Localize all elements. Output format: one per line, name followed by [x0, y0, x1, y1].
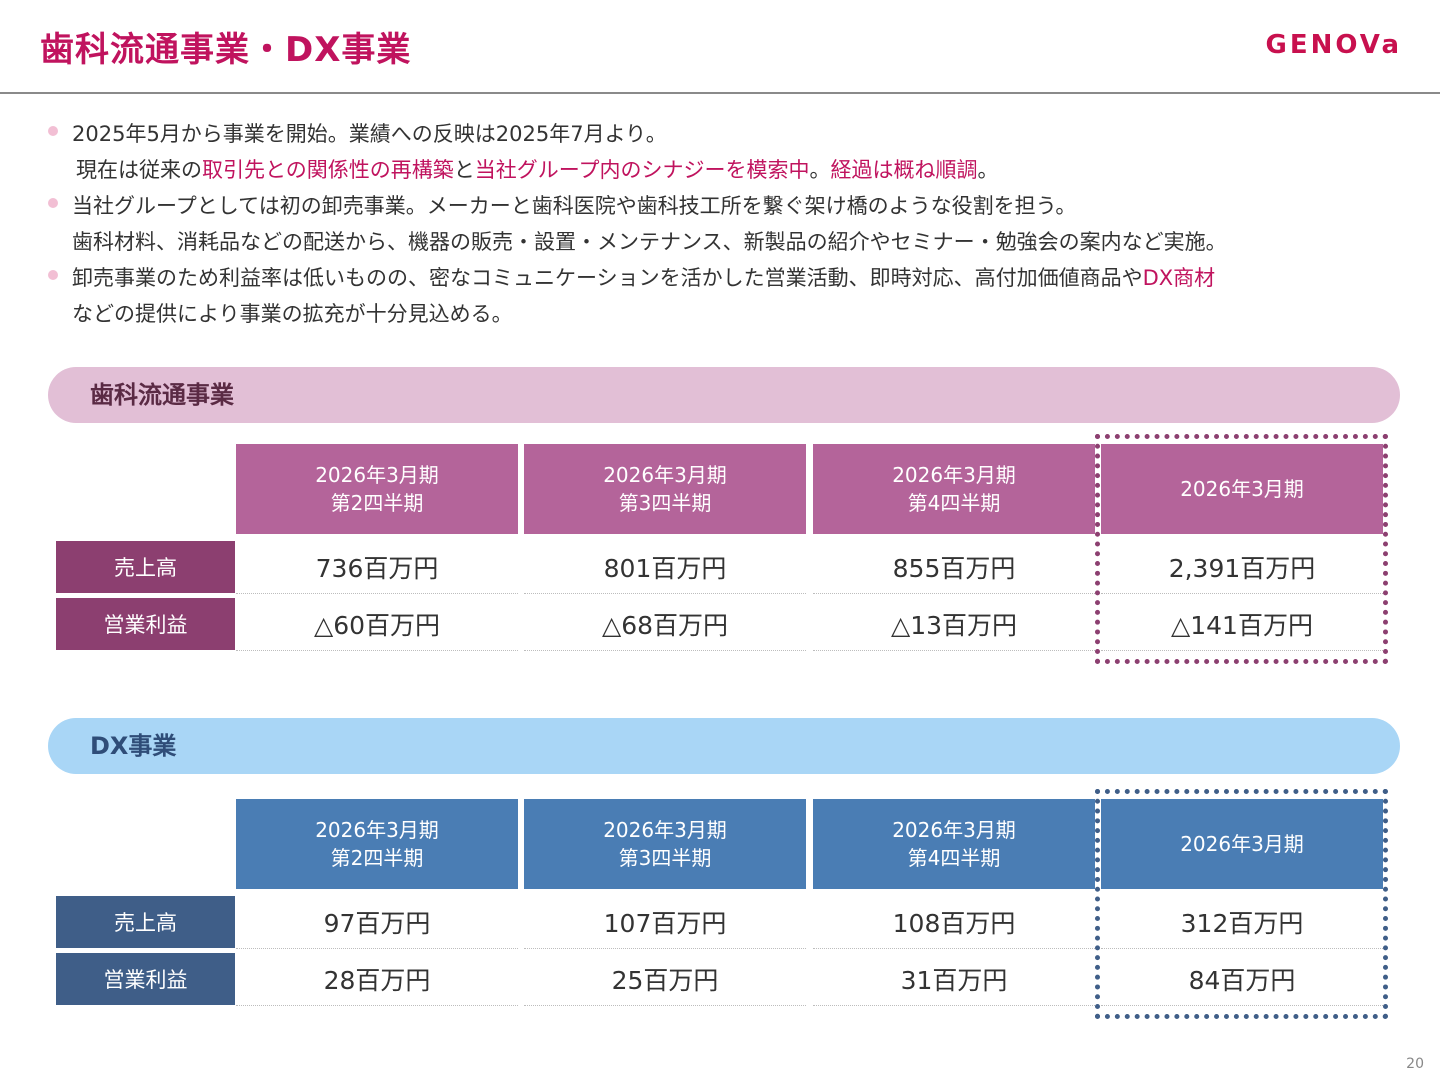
- column-header-line: 第2四半期: [330, 491, 424, 515]
- column-header-q2: 2026年3月期 第2四半期: [236, 444, 518, 534]
- column-header-q4: 2026年3月期 第4四半期: [813, 444, 1095, 534]
- bullet-text: 卸売事業のため利益率は低いものの、密なコミュニケーションを活かした営業活動、即時…: [72, 266, 1143, 290]
- table-cell: 97百万円: [236, 895, 518, 949]
- column-header-line: 第4四半期: [907, 491, 1001, 515]
- bullet-text: 歯科材料、消耗品などの配送から、機器の販売・設置・メンテナンス、新製品の紹介やセ…: [72, 230, 1227, 254]
- highlight-frame: [1095, 434, 1388, 664]
- column-header-q3: 2026年3月期 第3四半期: [524, 799, 806, 889]
- page-number: 20: [1406, 1056, 1424, 1072]
- table-cell: 801百万円: [524, 540, 806, 594]
- column-header-line: 2026年3月期: [1180, 477, 1304, 501]
- column-header-q4: 2026年3月期 第4四半期: [813, 799, 1095, 889]
- bullet-list: 2025年5月から事業を開始。業績への反映は2025年7月より。 現在は従来の取…: [48, 116, 1418, 332]
- column-header-line: 第3四半期: [618, 491, 712, 515]
- page-title: 歯科流通事業・DX事業: [40, 30, 412, 70]
- table-cell: 736百万円: [236, 540, 518, 594]
- table-cell: △60百万円: [236, 597, 518, 651]
- row-label-operating-profit: 営業利益: [56, 598, 235, 650]
- section-header-dental-distribution: 歯科流通事業: [48, 367, 1400, 423]
- row-label-operating-profit: 営業利益: [56, 953, 235, 1005]
- table-cell: 312百万円: [1101, 895, 1383, 949]
- highlight-frame: [1095, 789, 1388, 1019]
- table-cell: 84百万円: [1101, 952, 1383, 1006]
- column-header-line: 2026年3月期: [315, 818, 439, 842]
- column-header-line: 2026年3月期: [892, 463, 1016, 487]
- title-divider: [0, 92, 1440, 94]
- table-cell: △13百万円: [813, 597, 1095, 651]
- column-header-line: 2026年3月期: [603, 463, 727, 487]
- bullet-item-1: 2025年5月から事業を開始。業績への反映は2025年7月より。 現在は従来の取…: [48, 116, 1418, 188]
- bullet-text: 2025年5月から事業を開始。業績への反映は2025年7月より。: [72, 122, 667, 146]
- bullet-item-2: 当社グループとしては初の卸売事業。メーカーと歯科医院や歯科技工所を繋ぐ架け橋のよ…: [48, 188, 1418, 260]
- bullet-line: 当社グループとしては初の卸売事業。メーカーと歯科医院や歯科技工所を繋ぐ架け橋のよ…: [72, 188, 1418, 224]
- table-cell: 108百万円: [813, 895, 1095, 949]
- column-header-q2: 2026年3月期 第2四半期: [236, 799, 518, 889]
- highlighted-text: 取引先との関係性の再構築: [202, 158, 454, 182]
- section-title: 歯科流通事業: [90, 381, 234, 409]
- column-header-line: 第3四半期: [618, 846, 712, 870]
- bullet-line: 歯科材料、消耗品などの配送から、機器の販売・設置・メンテナンス、新製品の紹介やセ…: [72, 224, 1418, 260]
- bullet-line: などの提供により事業の拡充が十分見込める。: [72, 296, 1418, 332]
- column-header-line: 第4四半期: [907, 846, 1001, 870]
- column-header-line: 2026年3月期: [603, 818, 727, 842]
- table-cell: △141百万円: [1101, 597, 1383, 651]
- table-cell: 855百万円: [813, 540, 1095, 594]
- column-header-line: 2026年3月期: [315, 463, 439, 487]
- row-label-sales: 売上高: [56, 541, 235, 593]
- bullet-text: 当社グループとしては初の卸売事業。メーカーと歯科医院や歯科技工所を繋ぐ架け橋のよ…: [72, 194, 1077, 218]
- genova-logo: GENOVa: [1265, 30, 1402, 60]
- highlighted-text: DX商材: [1142, 266, 1216, 290]
- section-header-dx: DX事業: [48, 718, 1400, 774]
- bullet-line: 卸売事業のため利益率は低いものの、密なコミュニケーションを活かした営業活動、即時…: [72, 260, 1418, 296]
- row-label-sales: 売上高: [56, 896, 235, 948]
- table-cell: 107百万円: [524, 895, 806, 949]
- column-header-line: 第2四半期: [330, 846, 424, 870]
- table-cell: △68百万円: [524, 597, 806, 651]
- section-title: DX事業: [90, 732, 177, 760]
- bullet-line: 2025年5月から事業を開始。業績への反映は2025年7月より。: [72, 116, 1418, 152]
- bullet-text: 。: [809, 158, 831, 182]
- table-cell: 25百万円: [524, 952, 806, 1006]
- column-header-line: 2026年3月期: [1180, 832, 1304, 856]
- highlighted-text: 経過は概ね順調: [830, 158, 978, 182]
- bullet-item-3: 卸売事業のため利益率は低いものの、密なコミュニケーションを活かした営業活動、即時…: [48, 260, 1418, 332]
- bullet-dot-icon: [48, 126, 58, 136]
- bullet-line: 現在は従来の取引先との関係性の再構築と当社グループ内のシナジーを模索中。経過は概…: [72, 152, 1418, 188]
- bullet-dot-icon: [48, 270, 58, 280]
- highlighted-text: 当社グループ内のシナジーを模索中: [474, 158, 810, 182]
- column-header-line: 2026年3月期: [892, 818, 1016, 842]
- column-header-fy: 2026年3月期: [1101, 444, 1383, 534]
- table-cell: 2,391百万円: [1101, 540, 1383, 594]
- column-header-fy: 2026年3月期: [1101, 799, 1383, 889]
- table-cell: 28百万円: [236, 952, 518, 1006]
- bullet-text: 現在は従来の: [76, 158, 202, 182]
- table-cell: 31百万円: [813, 952, 1095, 1006]
- bullet-dot-icon: [48, 198, 58, 208]
- bullet-text: 。: [977, 158, 999, 182]
- bullet-text: と: [453, 158, 475, 182]
- column-header-q3: 2026年3月期 第3四半期: [524, 444, 806, 534]
- bullet-text: などの提供により事業の拡充が十分見込める。: [72, 302, 513, 326]
